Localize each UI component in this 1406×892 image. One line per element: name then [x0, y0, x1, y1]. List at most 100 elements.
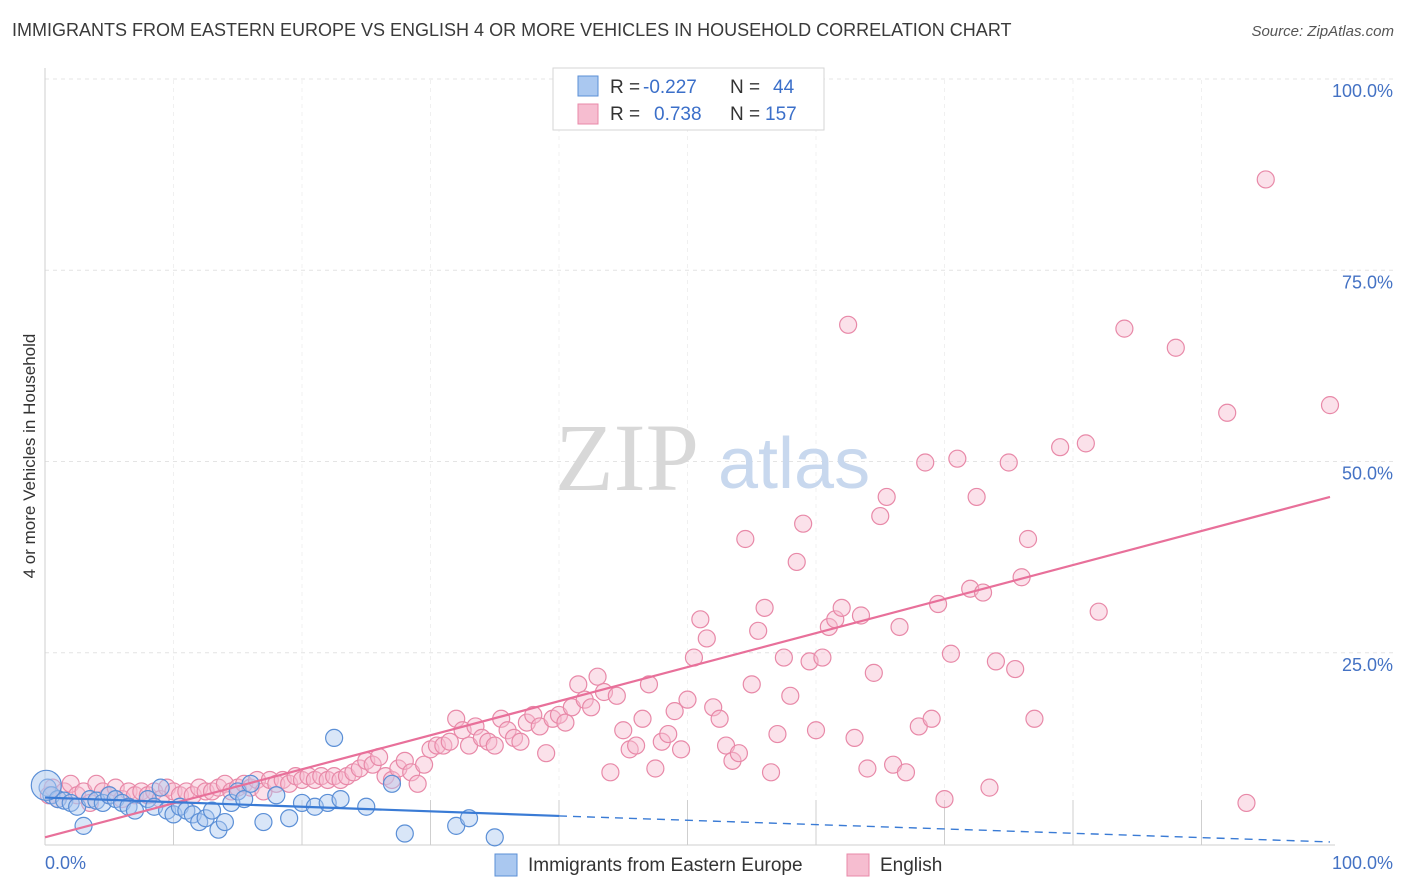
english-point-141 [948, 449, 967, 468]
english-point-102 [691, 610, 710, 629]
english-point-76 [524, 705, 543, 725]
x-tick-label-max: 100.0% [1332, 853, 1393, 873]
english-point-110 [742, 675, 761, 694]
english-point-58 [408, 774, 427, 793]
english-point-151 [1025, 709, 1044, 728]
legend-swatch-blue [577, 75, 599, 97]
english-point-70 [485, 736, 504, 755]
english-point-88 [601, 763, 620, 782]
english-point-158 [1237, 793, 1256, 813]
english-point-90 [614, 721, 633, 740]
eastern-europe-point-17 [151, 778, 170, 797]
eastern-europe-point-32 [254, 812, 273, 832]
english-point-115 [774, 648, 793, 667]
english-point-156 [1166, 338, 1185, 357]
stats-legend: R = -0.227 N = 44 R = 0.738 N = 157 [552, 67, 825, 131]
eastern-europe-point-25 [202, 801, 222, 820]
english-point-154 [1089, 602, 1108, 621]
eastern-europe-point-39 [331, 789, 350, 809]
english-point-133 [890, 617, 909, 637]
legend-r-label-blue: R = [610, 77, 640, 98]
english-point-64 [447, 709, 466, 728]
chart-title: IMMIGRANTS FROM EASTERN EUROPE VS ENGLIS… [12, 20, 1012, 40]
english-point-94 [639, 675, 659, 694]
english-point-59 [414, 755, 434, 774]
english-point-124 [832, 598, 851, 617]
english-point-112 [755, 598, 774, 617]
legend-n-value-blue: 44 [773, 77, 795, 98]
english-point-92 [626, 736, 646, 755]
english-point-116 [781, 686, 800, 705]
english-point-126 [845, 728, 864, 748]
y-tick-label-50: 50.0% [1342, 464, 1393, 484]
english-point-146 [986, 652, 1006, 671]
english-point-139 [935, 789, 954, 809]
english-point-157 [1218, 403, 1237, 422]
english-point-103 [697, 629, 716, 648]
english-point-109 [736, 529, 755, 549]
series-legend: Immigrants from Eastern Europe English [494, 853, 942, 877]
english-point-148 [1006, 659, 1025, 679]
english-point-128 [858, 759, 877, 778]
english-point-152 [1051, 438, 1070, 457]
english-point-111 [749, 621, 768, 640]
watermark-zip: ZIP [555, 404, 699, 511]
english-point-131 [877, 487, 896, 507]
legend-r-value-pink: 0.738 [654, 104, 702, 125]
english-point-81 [556, 713, 575, 732]
english-point-150 [1018, 529, 1038, 549]
english-point-145 [980, 778, 999, 797]
legend-n-value-pink: 157 [765, 104, 797, 125]
english-point-95 [646, 759, 665, 778]
eastern-europe-point-41 [382, 774, 402, 793]
english-point-147 [999, 453, 1018, 472]
english-point-140 [941, 644, 961, 663]
english-point-104 [704, 698, 723, 717]
grid [45, 78, 1393, 845]
bottom-legend-label-pink: English [880, 855, 942, 876]
english-point-160 [1320, 396, 1340, 415]
y-tick-label-100: 100.0% [1332, 81, 1393, 101]
eastern-europe-point-27 [215, 812, 234, 832]
legend-r-value-blue: -0.227 [643, 77, 697, 98]
eastern-europe-point-44 [459, 809, 479, 828]
english-point-105 [710, 709, 729, 728]
english-point-56 [395, 751, 414, 770]
english-point-78 [537, 744, 556, 763]
legend-n-label-pink: N = [730, 104, 760, 125]
english-point-63 [440, 732, 459, 751]
english-point-155 [1115, 319, 1134, 338]
english-point-134 [896, 763, 916, 782]
bottom-legend-swatch-pink [846, 853, 870, 877]
english-point-108 [729, 744, 749, 763]
series-eastern-europe-points [30, 728, 504, 847]
english-point-121 [813, 648, 832, 667]
english-point-113 [761, 763, 781, 782]
eastern-europe-point-38 [325, 728, 344, 748]
legend-r-label-pink: R = [610, 104, 640, 125]
english-point-86 [588, 667, 607, 686]
y-tick-label-25: 25.0% [1342, 655, 1393, 675]
bottom-legend-label-blue: Immigrants from Eastern Europe [528, 855, 803, 876]
english-point-114 [768, 724, 787, 744]
legend-swatch-pink [577, 103, 599, 125]
watermark-atlas: atlas [718, 424, 870, 504]
trend-lines [44, 495, 1331, 843]
eastern-europe-point-33 [267, 786, 286, 805]
english-point-99 [671, 740, 691, 759]
english-point-85 [582, 698, 601, 717]
bottom-legend-swatch-blue [494, 853, 518, 877]
english-point-83 [569, 675, 588, 694]
english-point-129 [864, 663, 883, 682]
english-point-130 [871, 506, 890, 526]
english-point-98 [665, 702, 684, 721]
english-point-136 [916, 453, 935, 472]
english-point-89 [607, 686, 626, 705]
english-point-93 [633, 709, 652, 728]
y-tick-label-75: 75.0% [1342, 272, 1393, 292]
english-point-54 [382, 770, 402, 790]
english-point-117 [787, 552, 806, 572]
eastern-europe-trend-line [44, 796, 560, 818]
eastern-europe-point-30 [235, 789, 254, 809]
